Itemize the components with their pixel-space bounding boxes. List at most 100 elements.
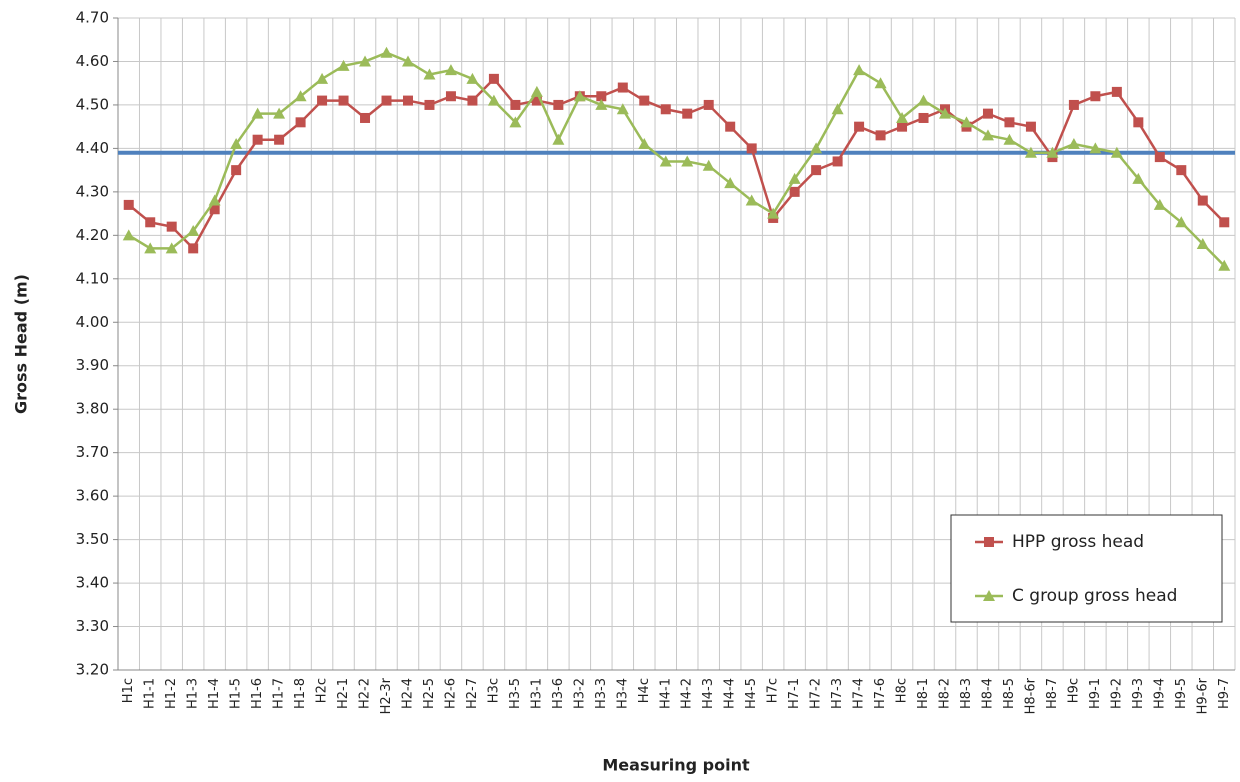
x-tick-label: H2-6 [443,678,458,709]
x-tick-label: H3-5 [508,678,523,709]
marker [316,72,329,84]
marker [724,177,737,189]
marker [338,95,349,106]
marker [746,143,757,154]
marker [595,98,608,110]
x-tick-label: H8-7 [1045,678,1060,709]
marker [144,242,157,254]
legend-label: C group gross head [1012,586,1177,606]
y-tick-label: 4.20 [76,226,109,244]
marker [360,112,371,123]
marker [767,207,780,219]
x-tick-label: H7-2 [809,678,824,709]
marker [1197,195,1208,206]
marker [488,73,499,84]
marker [552,133,565,145]
marker [445,91,456,102]
x-tick-label: H9c [1066,678,1081,703]
x-tick-label: H3-1 [529,678,544,709]
y-axis-title: Gross Head (m) [12,274,31,414]
marker [166,221,177,232]
marker [1046,146,1059,158]
x-tick-label: H1c [121,678,136,703]
marker [918,112,929,123]
x-tick-label: H8-1 [916,678,931,709]
marker [251,107,264,119]
x-tick-label: H8-3 [959,678,974,709]
x-tick-label: H8c [895,678,910,703]
y-tick-label: 3.70 [76,443,109,461]
marker [1003,133,1016,145]
x-tick-label: H9-1 [1088,678,1103,709]
marker [810,142,823,154]
marker [145,217,156,228]
marker [188,243,199,254]
y-tick-label: 4.70 [76,9,109,27]
marker [359,55,372,67]
x-tick-label: H1-4 [207,678,222,709]
marker [1024,146,1037,158]
marker [274,134,285,145]
x-tick-label: H3c [486,678,501,703]
marker [123,199,134,210]
marker [444,64,457,76]
legend-label: HPP gross head [1012,532,1144,552]
x-tick-label: H3-2 [572,678,587,709]
marker [487,94,500,106]
marker [638,138,651,150]
marker [617,82,628,93]
marker [789,186,800,197]
y-tick-label: 4.50 [76,95,109,113]
x-tick-label: H8-6r [1023,677,1038,714]
marker [682,108,693,119]
marker [939,107,952,119]
marker [896,111,909,123]
marker [466,72,479,84]
marker [381,95,392,106]
x-tick-label: H9-2 [1109,678,1124,709]
y-tick-label: 4.00 [76,313,109,331]
marker [1218,259,1231,271]
marker [874,77,887,89]
marker [252,134,263,145]
marker [853,64,866,76]
marker [1111,86,1122,97]
x-tick-label: H4-2 [680,678,695,709]
marker [811,165,822,176]
y-tick-label: 3.80 [76,400,109,418]
x-tick-label: H9-4 [1152,678,1167,709]
marker [960,116,973,128]
marker [401,55,414,67]
marker [531,95,542,106]
y-tick-label: 4.30 [76,182,109,200]
marker [553,99,564,110]
marker [122,229,135,241]
marker [573,90,586,102]
x-tick-label: H2-5 [422,678,437,709]
x-tick-label: H1-1 [143,678,158,709]
x-tick-label: H9-5 [1174,678,1189,709]
x-tick-label: H3-6 [551,678,566,709]
x-tick-label: H4-1 [658,678,673,709]
marker [1110,146,1123,158]
x-tick-label: H4-5 [744,678,759,709]
series-line [128,51,1226,267]
marker [616,103,629,115]
marker [831,103,844,115]
x-tick-label: H3-3 [594,678,609,709]
marker [1133,117,1144,128]
marker [1004,117,1015,128]
marker [681,155,694,167]
x-tick-label: H2c [315,678,330,703]
x-tick-label: H2-1 [336,678,351,709]
y-tick-label: 3.60 [76,487,109,505]
marker [982,108,993,119]
marker [875,130,886,141]
marker [208,194,221,206]
marker [702,159,715,171]
x-tick-label: H2-2 [358,678,373,709]
x-tick-label: H1-6 [250,678,265,709]
x-tick-label: H8-4 [980,678,995,709]
x-tick-label: H3-4 [615,678,630,709]
